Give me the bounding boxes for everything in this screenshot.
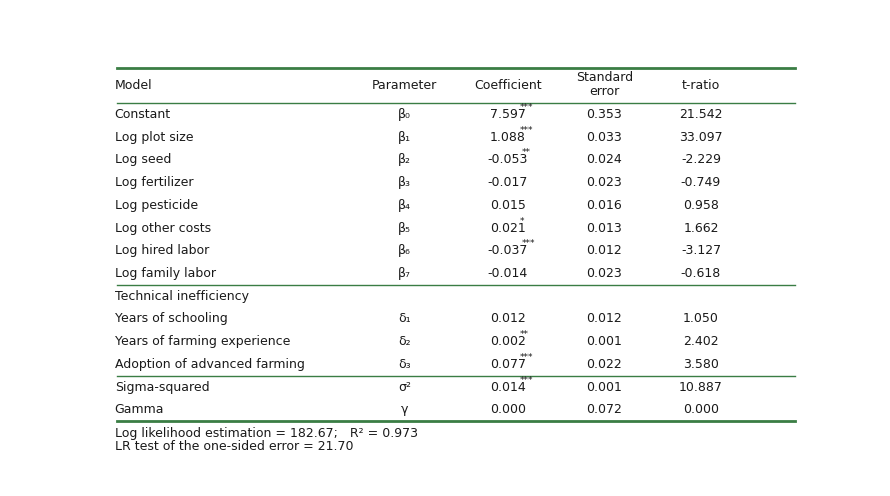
- Text: 0.001: 0.001: [587, 335, 622, 348]
- Text: 1.662: 1.662: [684, 222, 719, 235]
- Text: 0.000: 0.000: [490, 403, 526, 416]
- Text: 2.402: 2.402: [684, 335, 719, 348]
- Text: 21.542: 21.542: [679, 108, 723, 121]
- Text: **: **: [519, 330, 529, 339]
- Text: 0.958: 0.958: [683, 199, 719, 212]
- Text: -0.749: -0.749: [681, 176, 721, 189]
- Text: Coefficient: Coefficient: [474, 79, 542, 92]
- Text: -0.618: -0.618: [681, 267, 721, 280]
- Text: β₂: β₂: [398, 153, 411, 166]
- Text: δ₃: δ₃: [398, 358, 410, 371]
- Text: β₁: β₁: [398, 130, 411, 144]
- Text: Log hired labor: Log hired labor: [115, 244, 209, 257]
- Text: 0.013: 0.013: [587, 222, 622, 235]
- Text: 3.580: 3.580: [683, 358, 719, 371]
- Text: β₇: β₇: [398, 267, 411, 280]
- Text: Constant: Constant: [115, 108, 171, 121]
- Text: ***: ***: [519, 103, 533, 112]
- Text: Technical inefficiency: Technical inefficiency: [115, 290, 248, 303]
- Text: 0.012: 0.012: [490, 312, 526, 325]
- Text: LR test of the one-sided error = 21.70: LR test of the one-sided error = 21.70: [115, 439, 353, 453]
- Text: 33.097: 33.097: [679, 130, 723, 144]
- Text: t-ratio: t-ratio: [682, 79, 720, 92]
- Text: δ₂: δ₂: [398, 335, 410, 348]
- Text: 0.022: 0.022: [587, 358, 622, 371]
- Text: ***: ***: [519, 353, 533, 362]
- Text: Gamma: Gamma: [115, 403, 164, 416]
- Text: 7.597: 7.597: [490, 108, 526, 121]
- Text: 0.002: 0.002: [490, 335, 526, 348]
- Text: 0.000: 0.000: [683, 403, 719, 416]
- Text: β₀: β₀: [398, 108, 411, 121]
- Text: 0.023: 0.023: [587, 267, 622, 280]
- Text: 0.024: 0.024: [587, 153, 622, 166]
- Text: β₆: β₆: [398, 244, 411, 257]
- Text: β₅: β₅: [398, 222, 411, 235]
- Text: Log family labor: Log family labor: [115, 267, 215, 280]
- Text: 0.021: 0.021: [490, 222, 526, 235]
- Text: 10.887: 10.887: [679, 380, 723, 394]
- Text: Years of schooling: Years of schooling: [115, 312, 228, 325]
- Text: -2.229: -2.229: [681, 153, 721, 166]
- Text: ***: ***: [519, 376, 533, 385]
- Text: Years of farming experience: Years of farming experience: [115, 335, 290, 348]
- Text: -0.014: -0.014: [488, 267, 528, 280]
- Text: Sigma-squared: Sigma-squared: [115, 380, 209, 394]
- Text: 1.050: 1.050: [683, 312, 719, 325]
- Text: error: error: [589, 85, 619, 98]
- Text: δ₁: δ₁: [398, 312, 410, 325]
- Text: 0.012: 0.012: [587, 244, 622, 257]
- Text: Parameter: Parameter: [372, 79, 437, 92]
- Text: 0.023: 0.023: [587, 176, 622, 189]
- Text: ***: ***: [522, 240, 535, 248]
- Text: β₃: β₃: [398, 176, 411, 189]
- Text: 0.012: 0.012: [587, 312, 622, 325]
- Text: 0.353: 0.353: [587, 108, 622, 121]
- Text: 0.077: 0.077: [490, 358, 526, 371]
- Text: -0.037: -0.037: [488, 244, 528, 257]
- Text: Adoption of advanced farming: Adoption of advanced farming: [115, 358, 304, 371]
- Text: Log fertilizer: Log fertilizer: [115, 176, 193, 189]
- Text: Log pesticide: Log pesticide: [115, 199, 198, 212]
- Text: σ²: σ²: [398, 380, 411, 394]
- Text: 0.001: 0.001: [587, 380, 622, 394]
- Text: **: **: [522, 148, 530, 158]
- Text: 0.016: 0.016: [587, 199, 622, 212]
- Text: 0.015: 0.015: [490, 199, 526, 212]
- Text: β₄: β₄: [398, 199, 411, 212]
- Text: Standard: Standard: [576, 71, 633, 84]
- Text: 0.072: 0.072: [587, 403, 622, 416]
- Text: -0.017: -0.017: [488, 176, 528, 189]
- Text: *: *: [519, 217, 523, 226]
- Text: 0.014: 0.014: [490, 380, 526, 394]
- Text: -3.127: -3.127: [681, 244, 721, 257]
- Text: Log plot size: Log plot size: [115, 130, 193, 144]
- Text: Log other costs: Log other costs: [115, 222, 211, 235]
- Text: ***: ***: [519, 126, 533, 135]
- Text: Log seed: Log seed: [115, 153, 171, 166]
- Text: -0.053: -0.053: [488, 153, 528, 166]
- Text: 1.088: 1.088: [490, 130, 526, 144]
- Text: γ: γ: [400, 403, 409, 416]
- Text: Model: Model: [115, 79, 152, 92]
- Text: Log likelihood estimation = 182.67;   R² = 0.973: Log likelihood estimation = 182.67; R² =…: [115, 427, 417, 440]
- Text: 0.033: 0.033: [587, 130, 622, 144]
